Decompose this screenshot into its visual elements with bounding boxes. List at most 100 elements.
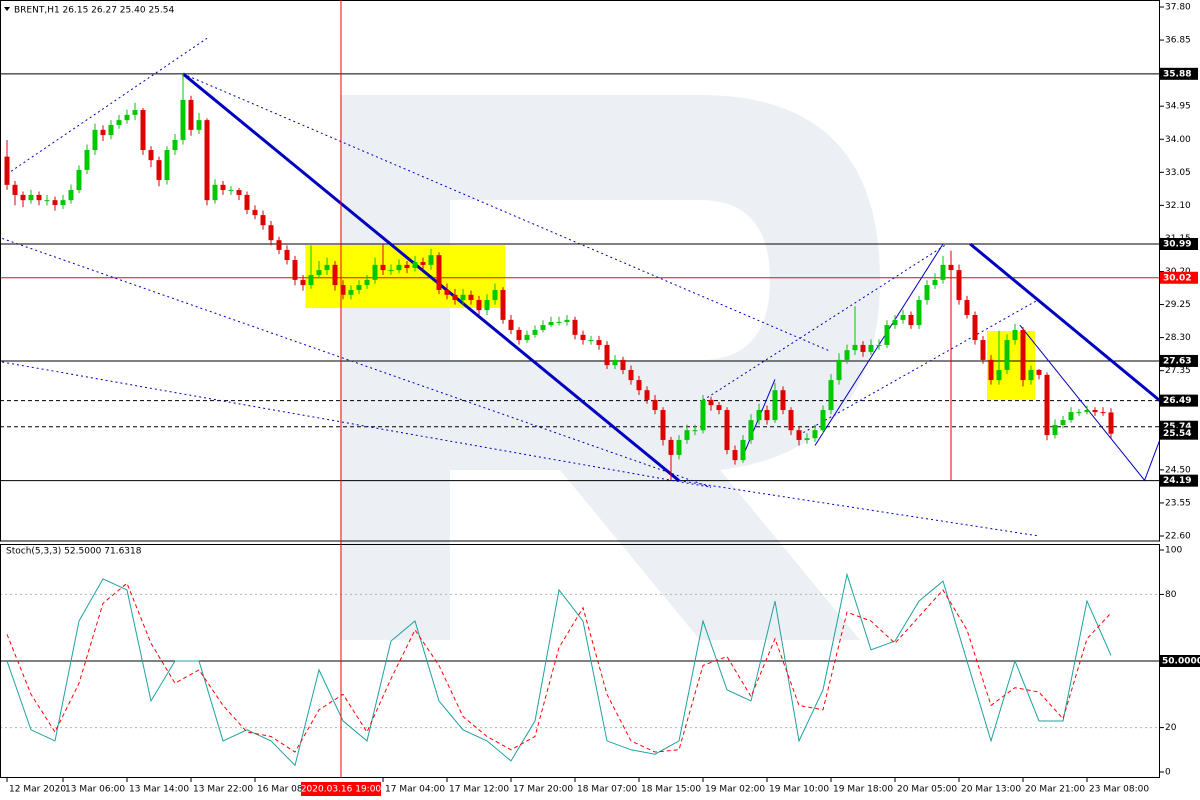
candle-body [620,359,626,370]
candle-body [20,194,26,201]
candle-body [772,390,778,421]
candle-body [716,405,722,411]
candle-body [588,340,594,342]
x-tick-label: 13 Mar 14:00 [129,785,189,795]
y-tick-label: 80 [1165,590,1177,600]
x-tick-label: 17 Mar 12:00 [449,785,509,795]
candle-body [292,260,298,280]
candle-body [28,194,34,201]
candle-body [500,289,506,320]
candle-body [244,194,250,210]
level-box [1160,238,1198,251]
candle-body [172,139,178,151]
x-tick-label: 16 Mar 08:00 [257,785,317,795]
candle-body [284,249,290,261]
candle-body [732,450,738,461]
candle-body [852,344,858,351]
candle-body [564,319,570,322]
candle-body [236,190,242,195]
candle-body [396,264,402,271]
candle-body [668,439,674,455]
candle-body [804,438,810,440]
candle-body [748,420,754,440]
x-tick-label: 17 Mar 04:00 [385,785,445,795]
candle-body [1036,369,1042,375]
candle-body [628,369,634,381]
level-box [1160,394,1198,407]
candle-body [212,184,218,201]
candle-body [740,439,746,461]
candle-body [676,439,682,455]
candle-body [268,225,274,241]
x-tick-label: 20 Mar 05:00 [897,785,957,795]
candle-body [1052,424,1058,436]
level-label: 30.02 [1163,273,1191,283]
candle-body [460,294,466,301]
candle-body [556,321,562,323]
candle-body [1028,369,1034,381]
level-box [1160,271,1198,284]
level-box [1160,474,1198,487]
candle-body [612,359,618,366]
candle-body [548,321,554,326]
candle-body [596,340,602,345]
level-label: 27.63 [1163,356,1191,366]
candle-body [348,289,354,295]
candle-body [540,325,546,330]
trend-line [702,243,948,401]
candle-body [1020,329,1026,381]
candle-body [644,390,650,400]
y-tick-label: 36.85 [1165,36,1191,46]
candle-body [660,410,666,440]
y-tick-label: 29.25 [1165,300,1191,310]
candle-body [788,410,794,431]
candle-body [524,334,530,341]
level-box [1160,427,1198,440]
candle-body [988,359,994,381]
candle-body [916,300,922,326]
candle-body [180,99,186,140]
cursor-box [301,782,381,796]
y-tick-label: 34.95 [1165,102,1191,112]
y-tick-label: 24.50 [1165,465,1191,475]
y-tick-label: 32.10 [1165,201,1191,211]
candle-body [468,294,474,301]
candle-body [140,110,146,151]
candle-body [428,255,434,265]
x-tick-label: 19 Mar 10:00 [769,785,829,795]
candle-body [452,294,458,301]
candle-body [84,150,90,170]
candle-body [1060,420,1066,425]
candle-body [796,430,802,440]
candle-body [516,329,522,341]
candle-body [364,279,370,286]
candle-body [308,274,314,286]
y-tick-label: 22.60 [1165,532,1191,542]
x-tick-label: 13 Mar 06:00 [65,785,125,795]
candle-body [1092,410,1098,413]
candle-body [980,340,986,360]
candle-body [972,315,978,341]
candle-body [1044,374,1050,436]
candle-body [492,289,498,301]
y-tick-label: 100 [1165,546,1182,556]
candle-body [252,209,258,216]
candle-body [1100,412,1106,414]
candle-body [812,430,818,439]
candle-body [188,99,194,130]
candle-body [860,344,866,352]
candle-body [132,110,138,115]
y-tick-label: 27.35 [1165,366,1191,376]
candle-body [580,334,586,341]
candle-body [996,369,1002,381]
candle-body [1012,329,1018,341]
x-tick-label: 23 Mar 08:00 [1089,785,1149,795]
candle-body [44,200,50,202]
level-label: 25.74 [1163,422,1191,432]
trend-line [6,37,208,175]
candle-body [60,200,66,206]
x-tick-label: 12 Mar 2020 [9,785,66,795]
zone [987,331,1035,400]
candle-body [372,264,378,280]
